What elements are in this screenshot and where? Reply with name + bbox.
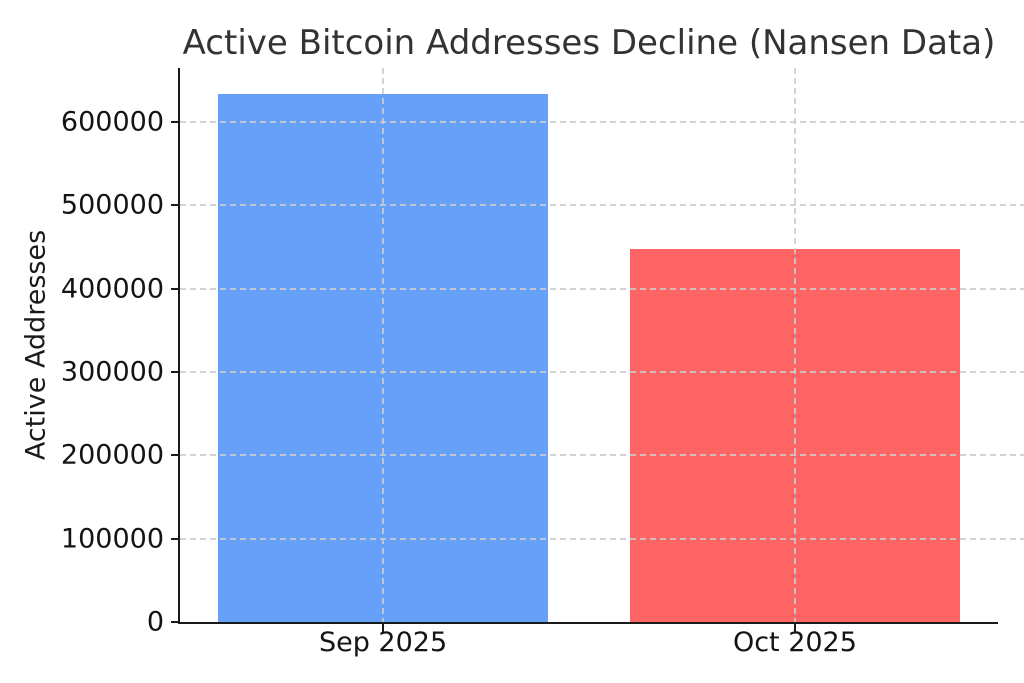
- ytick-mark-400000: [171, 287, 180, 290]
- gridline-y-100000: [180, 537, 1024, 540]
- ytick-label-500000: 500000: [60, 189, 164, 221]
- ytick-label-600000: 600000: [60, 106, 164, 138]
- xtick-label-oct-2025: Oct 2025: [732, 627, 857, 658]
- gridline-x-oct-2025: [793, 68, 796, 622]
- ytick-label-400000: 400000: [60, 273, 164, 305]
- gridline-y-300000: [180, 370, 1024, 373]
- ytick-mark-500000: [171, 204, 180, 207]
- ytick-mark-100000: [171, 537, 180, 540]
- xtick-label-sep-2025: Sep 2025: [318, 627, 448, 658]
- left-spine: [178, 68, 180, 624]
- xtick-mark-sep-2025: [382, 622, 385, 632]
- ytick-label-300000: 300000: [60, 356, 164, 388]
- ytick-mark-600000: [171, 120, 180, 123]
- gridline-y-400000: [180, 287, 1024, 290]
- ytick-mark-0: [171, 621, 180, 623]
- ytick-label-200000: 200000: [60, 439, 164, 471]
- gridline-x-sep-2025: [382, 68, 385, 622]
- bottom-spine: [178, 622, 998, 624]
- gridline-y-600000: [180, 120, 1024, 123]
- gridline-y-500000: [180, 204, 1024, 207]
- xtick-mark-oct-2025: [793, 622, 796, 632]
- ytick-mark-200000: [171, 454, 180, 457]
- ytick-mark-300000: [171, 370, 180, 373]
- chart-title: Active Bitcoin Addresses Decline (Nansen…: [182, 23, 996, 63]
- gridline-y-200000: [180, 454, 1024, 457]
- ytick-label-100000: 100000: [60, 523, 164, 555]
- ytick-label-0: 0: [146, 606, 164, 638]
